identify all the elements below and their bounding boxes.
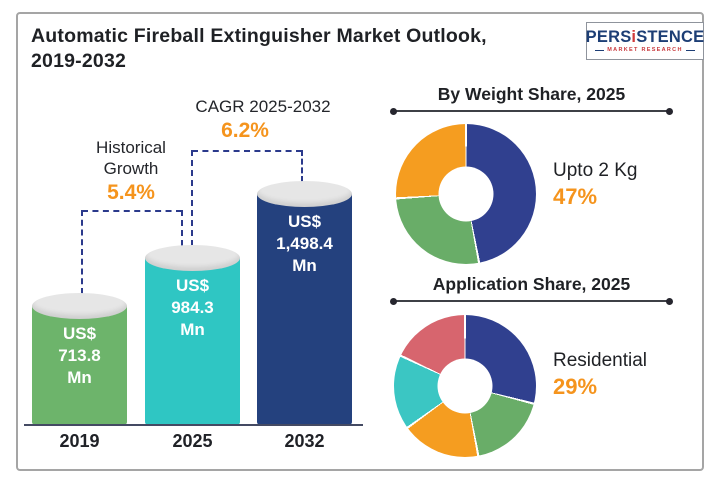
bar-2025-value-label: US$ 984.3 Mn xyxy=(171,276,214,339)
bar-2019-body xyxy=(32,306,127,425)
application-share-callout-value: 29% xyxy=(553,374,598,399)
historical-bracket-left-dash xyxy=(81,210,83,294)
page-title: Automatic Fireball Extinguisher Market O… xyxy=(31,24,571,74)
cagr-bracket-left-dash xyxy=(191,150,193,246)
page-title-line1: Automatic Fireball Extinguisher Market O… xyxy=(31,25,487,47)
cagr-value: 6.2% xyxy=(221,119,269,142)
weight-share-callout-value: 47% xyxy=(553,184,598,209)
weight-share-divider xyxy=(390,107,673,115)
weight-share-donut-hole xyxy=(438,166,494,222)
page-title-line2: 2019-2032 xyxy=(31,50,127,72)
application-share-divider xyxy=(390,297,673,305)
application-share-callout-label: Residential xyxy=(553,350,647,371)
logo-rule-left xyxy=(595,49,605,51)
logo-subtitle-text: MARKET RESEARCH xyxy=(607,47,683,53)
application-share-donut-hole xyxy=(437,358,493,414)
bar-2032-top-ellipse xyxy=(257,181,352,207)
panel-border xyxy=(16,12,704,471)
cagr-bracket-right-dash xyxy=(301,150,303,182)
bar-2019-top-ellipse xyxy=(32,293,127,319)
pmr-logo-wordmark: PERSiSTENCE xyxy=(585,28,705,46)
bar-2032-value-label: US$ 1,498.4 Mn xyxy=(276,212,333,275)
logo-part2: STENCE xyxy=(636,28,705,46)
logo-accent-i: i xyxy=(631,28,637,46)
bar-2025-top-ellipse xyxy=(145,245,240,271)
bar-2032-body xyxy=(257,194,352,425)
bar-2025-body xyxy=(145,258,240,425)
bar-2032: US$ 1,498.4 Mn xyxy=(257,181,352,425)
cagr-bracket-horizontal-dash xyxy=(192,150,302,152)
application-share-callout: Residential 29% xyxy=(553,350,703,400)
weight-share-callout: Upto 2 Kg 47% xyxy=(553,160,703,210)
bar-2019: US$ 713.8 Mn xyxy=(32,293,127,425)
weight-share-title: By Weight Share, 2025 xyxy=(437,84,626,104)
application-share-donut xyxy=(394,315,536,457)
bar-2025: US$ 984.3 Mn xyxy=(145,245,240,425)
pmr-logo-subtitle: MARKET RESEARCH xyxy=(595,47,696,53)
x-tick-2032: 2032 xyxy=(284,431,325,451)
weight-share-callout-label: Upto 2 Kg xyxy=(553,160,638,181)
bar-2019-value-label: US$ 713.8 Mn xyxy=(58,324,101,387)
historical-growth-label: Historical Growth xyxy=(96,138,166,178)
pmr-logo: PERSiSTENCE MARKET RESEARCH xyxy=(586,22,704,60)
application-share-title: Application Share, 2025 xyxy=(432,274,631,294)
x-axis-line xyxy=(24,424,363,426)
x-tick-2025: 2025 xyxy=(172,431,213,451)
historical-growth-value: 5.4% xyxy=(107,181,155,204)
weight-share-donut xyxy=(396,124,536,264)
historical-bracket-right-dash xyxy=(181,210,183,246)
historical-bracket-horizontal-dash xyxy=(82,210,182,212)
logo-rule-right xyxy=(685,49,696,51)
cagr-label: CAGR 2025-2032 xyxy=(195,97,331,116)
logo-part1: PERS xyxy=(585,28,632,46)
x-tick-2019: 2019 xyxy=(59,431,100,451)
